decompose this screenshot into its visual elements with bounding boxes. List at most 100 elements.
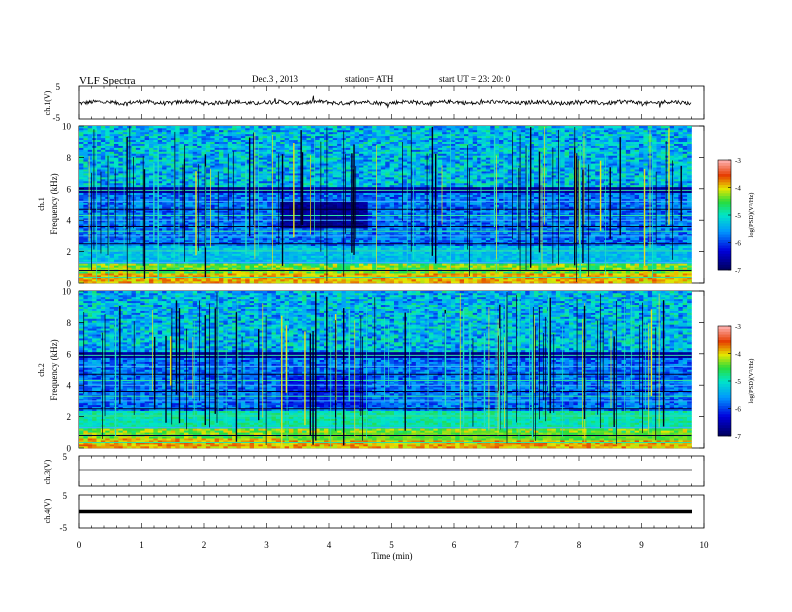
spectrogram-cell — [100, 255, 106, 258]
spectrogram-cell — [192, 206, 198, 209]
spectrogram-cell — [271, 210, 277, 213]
spectrogram-cell — [275, 137, 281, 141]
spectrogram-cell — [240, 149, 246, 152]
spectrogram-cell — [153, 184, 159, 188]
spectrogram-cell — [315, 133, 320, 137]
spectrogram-cell — [79, 281, 84, 284]
spectrogram-cell — [232, 273, 237, 276]
spectrogram-cell — [144, 243, 150, 247]
spectrogram-cell — [105, 198, 110, 201]
spectrogram-cell — [166, 127, 172, 131]
spectrogram-cell — [153, 177, 159, 180]
spectrogram-cell — [245, 235, 250, 239]
spectrogram-cell — [105, 153, 110, 156]
spectrogram-cell — [127, 143, 132, 146]
spectrogram-cell — [297, 237, 303, 241]
spectrogram-cell — [275, 202, 281, 205]
spectrogram-cell — [249, 245, 255, 248]
spectrogram-cell — [201, 279, 207, 282]
spectrogram-cell — [188, 129, 194, 133]
spectrogram-cell — [210, 198, 215, 201]
spectrogram-cell — [162, 218, 167, 221]
spectrogram-cell — [127, 127, 132, 131]
spectrogram-cell — [223, 271, 229, 274]
spectrogram-cell — [284, 194, 290, 197]
spectrogram-cell — [249, 153, 255, 156]
spectrogram-cell — [275, 165, 281, 168]
spectrogram-cell — [149, 255, 154, 258]
spectrogram-cell — [109, 129, 115, 133]
spectrogram-cell — [236, 259, 242, 262]
spectrogram-cell — [140, 271, 145, 274]
spectrogram-cell — [192, 235, 198, 239]
spectrogram-cell — [210, 133, 215, 137]
spectrogram-cell — [205, 141, 211, 144]
spectrogram-cell — [219, 192, 224, 195]
spectrogram-cell — [293, 267, 299, 270]
spectrogram-cell — [306, 173, 312, 176]
spectrogram-cell — [293, 143, 299, 146]
spectrogram-cell — [289, 196, 294, 199]
spectrogram-cell — [79, 259, 84, 262]
spectrogram-cell — [258, 206, 264, 209]
spectrogram-cell — [92, 161, 97, 164]
spectrogram-cell — [100, 220, 106, 223]
spectrogram-cell — [267, 281, 272, 284]
spectrogram-cell — [245, 271, 250, 274]
spectrogram-cell — [262, 275, 268, 278]
spectrogram-cell — [96, 245, 102, 248]
spectrogram-cell — [236, 206, 242, 209]
spectrogram-cell — [79, 139, 84, 142]
spectrogram-cell — [188, 165, 194, 168]
spectrogram-cell — [219, 237, 224, 241]
spectrogram-cell — [302, 141, 307, 144]
spectrogram-cell — [192, 190, 198, 194]
spectrogram-cell — [122, 257, 128, 260]
spectrogram-cell — [166, 194, 172, 197]
spectrogram-cell — [144, 251, 150, 254]
spectrogram-cell — [192, 204, 198, 207]
spectrogram-cell — [153, 231, 159, 235]
spectrogram-cell — [105, 175, 110, 178]
spectrogram-cell — [100, 171, 106, 174]
spectrogram-cell — [315, 275, 320, 278]
spectrogram-cell — [114, 165, 119, 168]
spectrogram-cell — [144, 186, 150, 190]
spectrogram-cell — [157, 243, 163, 247]
spectrogram-cell — [92, 135, 97, 139]
spectrogram-cell — [210, 173, 215, 176]
spectrogram-cell — [92, 202, 97, 205]
spectrogram-cell — [92, 267, 97, 270]
spectrogram-cell — [306, 277, 312, 280]
spectrogram-cell — [315, 153, 320, 156]
spectrogram-cell — [149, 133, 154, 137]
spectrogram-cell — [267, 224, 272, 227]
spectrogram-cell — [205, 218, 211, 221]
spectrogram-cell — [236, 194, 242, 197]
spectrogram-cell — [96, 255, 102, 258]
spectrogram-cell — [188, 196, 194, 199]
spectrogram-cell — [245, 265, 250, 268]
spectrogram-cell — [127, 165, 132, 168]
spectrogram-cell — [262, 231, 268, 235]
spectrogram-cell — [114, 180, 119, 184]
spectrogram-cell — [297, 263, 303, 266]
spectrogram-cell — [271, 204, 277, 207]
spectrogram-cell — [184, 277, 189, 280]
spectrogram-cell — [214, 241, 220, 245]
spectrogram-cell — [310, 196, 316, 199]
spectrogram-cell — [280, 275, 285, 278]
spectrogram-cell — [92, 198, 97, 201]
spectrogram-cell — [205, 180, 211, 184]
spectrogram-cell — [210, 139, 215, 142]
spectrogram-cell — [210, 210, 215, 213]
spectrogram-cell — [267, 137, 272, 141]
spectrogram-cell — [219, 277, 224, 280]
spectrogram-cell — [83, 194, 89, 197]
spectrogram-cell — [135, 220, 141, 223]
spectrogram-cell — [210, 247, 215, 250]
spectrogram-cell — [240, 218, 246, 221]
spectrogram-cell — [149, 184, 154, 188]
spectrogram-cell — [297, 241, 303, 245]
spectrogram-cell — [114, 231, 119, 235]
